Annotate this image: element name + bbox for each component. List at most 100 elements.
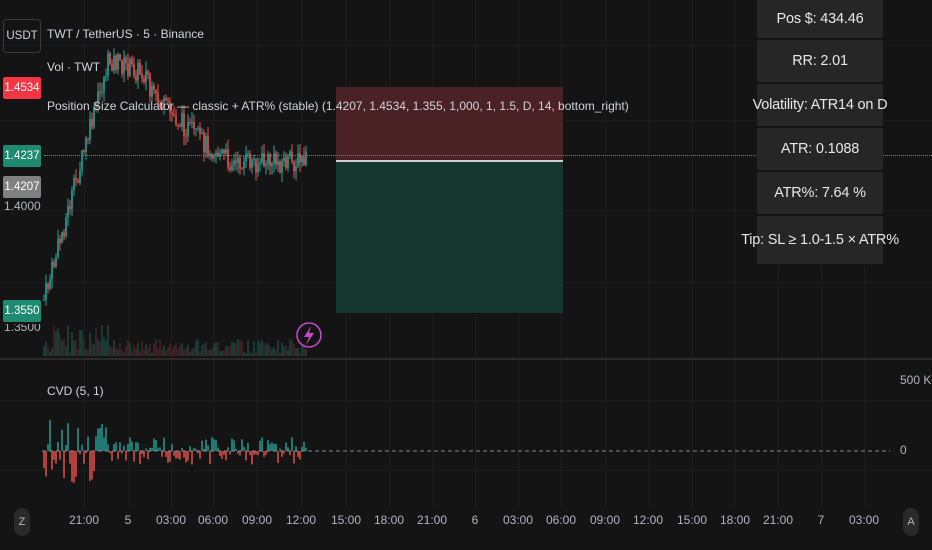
candle-body <box>231 165 233 171</box>
volume-bar <box>127 339 129 356</box>
volume-bar <box>87 349 89 356</box>
cvd-bar <box>223 451 225 455</box>
cvd-bar <box>283 451 285 454</box>
candle-body <box>97 91 99 107</box>
cvd-bar <box>135 442 137 451</box>
cvd-bar <box>105 427 107 451</box>
cvd-bar <box>115 442 117 451</box>
candle-body <box>235 160 237 163</box>
candle-body <box>145 71 147 83</box>
candle-body <box>285 157 287 168</box>
volume-bar <box>89 332 91 356</box>
cvd-bar <box>57 441 59 451</box>
cvd-bar <box>265 451 267 455</box>
indicator-legend[interactable]: Position Size Calculator — classic + ATR… <box>47 99 629 113</box>
cvd-bar <box>147 451 149 460</box>
cvd-bar <box>97 428 99 451</box>
cvd-bar <box>79 451 81 455</box>
cvd-bar <box>69 451 71 464</box>
cvd-bar <box>243 447 245 451</box>
cvd-bar <box>295 446 297 451</box>
volume-bar <box>251 352 253 356</box>
cvd-bar <box>271 442 273 451</box>
zoom-reset-button[interactable]: Z <box>14 508 30 536</box>
cvd-bar <box>109 451 111 454</box>
volume-bar <box>107 325 109 356</box>
time-axis-label: 15:00 <box>676 513 708 527</box>
entry-line[interactable] <box>336 160 563 162</box>
cvd-bar <box>63 451 65 479</box>
candle-body <box>211 153 213 159</box>
cvd-bar <box>255 451 257 455</box>
volume-bar <box>255 352 257 356</box>
cvd-bar <box>91 451 93 480</box>
volume-bar <box>101 325 103 356</box>
candle-body <box>103 76 105 92</box>
volume-bar <box>135 348 137 356</box>
cvd-bar <box>209 451 211 465</box>
volume-bar <box>77 348 79 356</box>
candle-body <box>99 91 101 93</box>
currency-button[interactable]: USDT <box>3 19 41 53</box>
candle-body <box>71 190 73 210</box>
volume-bar <box>215 342 217 356</box>
bolt-icon-circle <box>296 322 322 348</box>
risk-reward-cell: RR: 2.01 <box>757 40 883 84</box>
current-price-line <box>44 155 932 156</box>
cvd-bar <box>77 428 79 451</box>
time-axis-label: 12:00 <box>285 513 317 527</box>
volume-bar <box>275 350 277 356</box>
candle-body <box>241 168 243 170</box>
volume-bar <box>105 340 107 356</box>
candle-body <box>47 283 49 289</box>
cvd-bar <box>137 442 139 451</box>
price-label-partial: 1.4000 <box>4 199 41 213</box>
candle-body <box>89 118 91 140</box>
candle-body <box>51 262 53 280</box>
cvd-bar <box>239 451 241 456</box>
volume-bar <box>57 328 59 356</box>
volume-bar <box>83 339 85 356</box>
take-profit-zone[interactable] <box>336 161 563 313</box>
volume-bar <box>165 350 167 356</box>
cvd-bar <box>127 444 129 451</box>
cvd-bar <box>301 446 303 451</box>
pane-separator[interactable] <box>0 358 932 360</box>
cvd-bar <box>67 423 69 451</box>
cvd-bar <box>299 451 301 460</box>
atr-cell: ATR: 0.1088 <box>757 128 883 172</box>
candle-body <box>207 136 209 156</box>
volume-bar <box>287 349 289 356</box>
time-axis-label: 18:00 <box>373 513 405 527</box>
volume-bar <box>157 348 159 356</box>
cvd-bar <box>275 444 277 451</box>
cvd-legend[interactable]: CVD (5, 1) <box>47 384 104 398</box>
cvd-bar <box>73 451 75 483</box>
candle-body <box>267 154 269 164</box>
candle-body <box>123 57 125 74</box>
candle-body <box>129 58 131 76</box>
cvd-bar <box>305 447 307 451</box>
volume-bar <box>195 340 197 356</box>
volume-legend[interactable]: Vol · TWT <box>47 60 101 74</box>
auto-scale-button[interactable]: A <box>903 508 919 536</box>
symbol-title[interactable]: TWT / TetherUS · 5 · Binance <box>47 27 204 41</box>
volume-bar <box>173 346 175 356</box>
volume-bar <box>281 342 283 356</box>
volume-bar <box>153 343 155 356</box>
candle-body <box>205 136 207 153</box>
cvd-bar <box>245 451 247 461</box>
cvd-bar <box>155 439 157 451</box>
volume-bar <box>259 342 261 356</box>
stop-loss-zone[interactable] <box>336 87 563 161</box>
cvd-bar <box>235 448 237 451</box>
price-chart[interactable] <box>0 0 932 500</box>
cvd-bar <box>261 437 263 451</box>
cvd-bar <box>195 448 197 451</box>
candle-body <box>305 151 307 166</box>
cvd-bar <box>111 451 113 461</box>
volume-histogram <box>43 325 307 356</box>
volume-bar <box>247 340 249 356</box>
volume-bar <box>219 350 221 356</box>
candle-body <box>197 127 199 129</box>
